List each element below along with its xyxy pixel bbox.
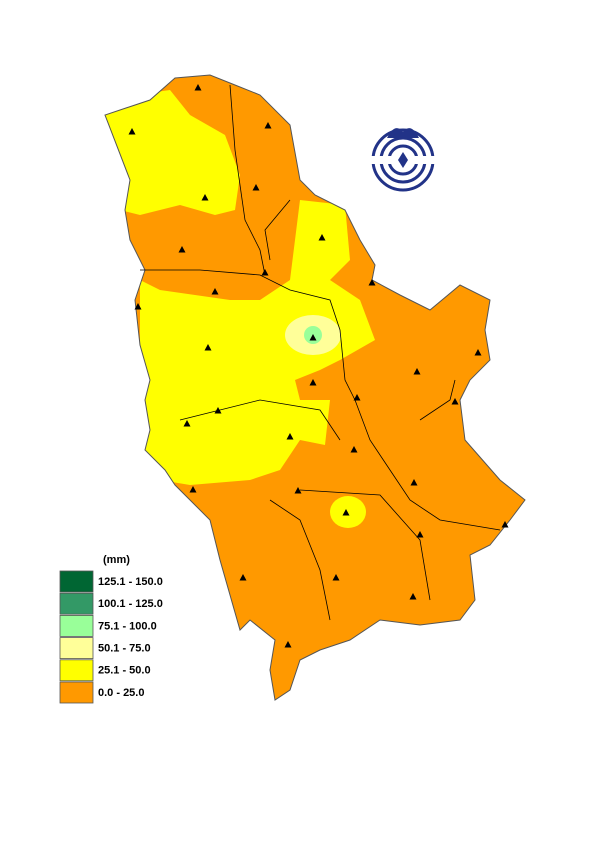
rivers — [140, 84, 501, 621]
station — [409, 593, 417, 600]
station — [261, 269, 269, 276]
station — [264, 122, 272, 129]
station — [194, 84, 202, 91]
zone-25-50 — [105, 90, 240, 215]
station — [252, 184, 260, 191]
river — [269, 499, 331, 621]
logo-star — [398, 152, 408, 168]
station — [474, 349, 482, 356]
station — [189, 486, 197, 493]
legend-swatch — [59, 592, 94, 615]
station — [204, 344, 212, 351]
station — [368, 279, 376, 286]
station — [284, 641, 292, 648]
legend-title: (mm) — [103, 554, 130, 566]
legend-label: 50.1 - 75.0 — [98, 643, 151, 655]
legend-swatch — [59, 570, 94, 593]
station — [178, 246, 186, 253]
legend-swatch — [59, 681, 94, 704]
legend: (mm) 125.1 - 150.0 100.1 - 125.0 75.1 - 10… — [59, 554, 163, 704]
river — [419, 379, 456, 421]
station — [318, 234, 326, 241]
legend-label: 75.1 - 100.0 — [98, 620, 157, 632]
logo-crown — [387, 128, 419, 138]
river — [264, 199, 291, 261]
legend-label: 25.1 - 50.0 — [98, 665, 151, 677]
station — [416, 531, 424, 538]
station — [214, 407, 222, 414]
zone-25-50 — [140, 200, 375, 485]
legend-swatch — [59, 659, 94, 682]
station — [211, 288, 219, 295]
station — [413, 368, 421, 375]
station — [294, 487, 302, 494]
station — [410, 479, 418, 486]
station — [183, 420, 191, 427]
precipitation-zones — [105, 75, 525, 700]
station — [501, 521, 509, 528]
legend-label: 100.1 - 125.0 — [98, 598, 163, 610]
station — [332, 574, 340, 581]
river — [354, 399, 501, 531]
river — [179, 399, 341, 441]
legend-label: 0.0 - 25.0 — [98, 687, 144, 699]
station — [451, 398, 459, 405]
station — [353, 394, 361, 401]
station — [342, 509, 350, 516]
station — [201, 194, 209, 201]
station — [128, 128, 136, 135]
station — [286, 433, 294, 440]
station — [134, 303, 142, 310]
legend-label: 125.1 - 150.0 — [98, 576, 163, 588]
station — [309, 379, 317, 386]
zone-25-50 — [330, 496, 366, 528]
country-border — [104, 74, 526, 701]
logo — [371, 128, 435, 192]
legend-swatch — [59, 615, 94, 637]
river — [229, 84, 266, 276]
station — [350, 446, 358, 453]
station — [309, 334, 317, 341]
station — [239, 574, 247, 581]
river — [299, 489, 431, 601]
river — [140, 269, 356, 401]
stations — [128, 84, 509, 648]
legend-swatch — [59, 637, 94, 659]
